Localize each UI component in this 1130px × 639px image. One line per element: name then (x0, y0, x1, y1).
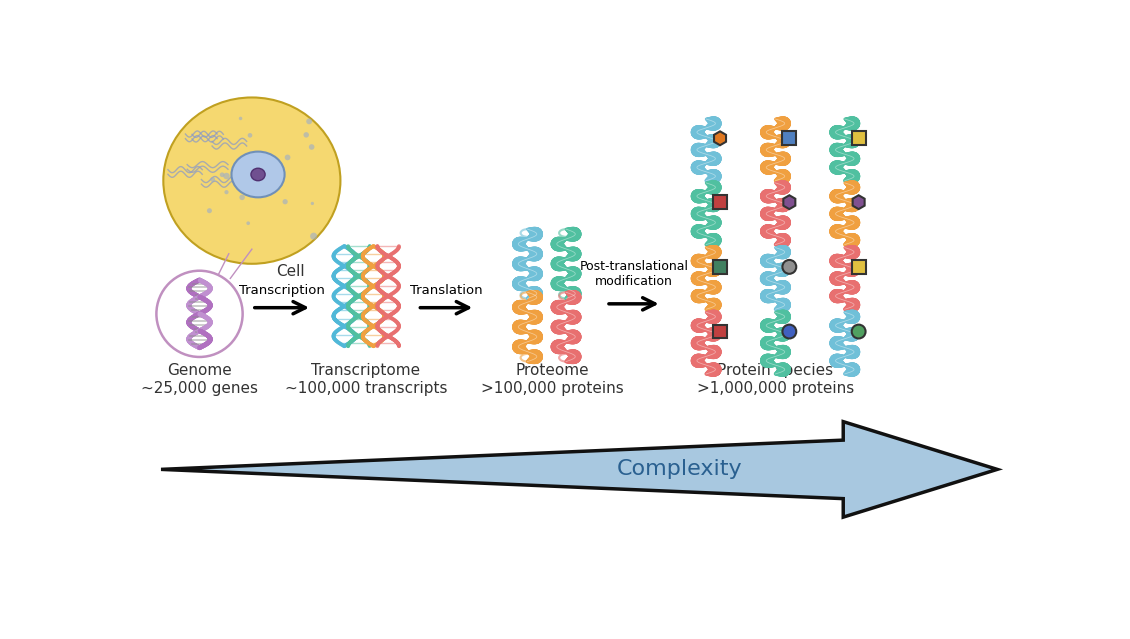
Circle shape (210, 177, 215, 182)
Circle shape (308, 144, 314, 150)
Circle shape (219, 173, 225, 177)
Text: Translation: Translation (410, 284, 483, 297)
Circle shape (782, 325, 797, 339)
Text: Transcriptome
~100,000 transcripts: Transcriptome ~100,000 transcripts (285, 363, 447, 396)
Circle shape (156, 271, 243, 357)
Circle shape (782, 260, 797, 273)
Text: Post-translational
modification: Post-translational modification (580, 261, 688, 288)
Ellipse shape (232, 151, 285, 197)
Circle shape (304, 132, 308, 137)
Polygon shape (853, 196, 864, 209)
Circle shape (240, 195, 245, 200)
Circle shape (277, 181, 282, 187)
Bar (782, 132, 797, 145)
Bar (713, 196, 727, 209)
Circle shape (224, 173, 229, 180)
Circle shape (285, 155, 290, 160)
Circle shape (306, 118, 312, 125)
Text: Cell: Cell (276, 264, 305, 279)
Bar (713, 260, 727, 273)
Polygon shape (783, 196, 796, 209)
Circle shape (310, 233, 318, 240)
Bar (852, 260, 866, 273)
Circle shape (247, 133, 252, 137)
Circle shape (238, 117, 242, 120)
Polygon shape (714, 132, 727, 145)
Circle shape (245, 160, 252, 167)
Circle shape (282, 199, 288, 204)
Circle shape (311, 202, 314, 205)
Text: Protein species
>1,000,000 proteins: Protein species >1,000,000 proteins (697, 363, 854, 396)
Circle shape (207, 208, 212, 213)
Circle shape (246, 221, 250, 225)
Circle shape (270, 162, 276, 167)
Bar (852, 132, 866, 145)
Ellipse shape (251, 168, 266, 181)
Text: Proteome
>100,000 proteins: Proteome >100,000 proteins (480, 363, 624, 396)
Text: Complexity: Complexity (617, 459, 742, 479)
Circle shape (852, 325, 866, 339)
Text: Transcription: Transcription (238, 284, 324, 297)
Text: Genome
~25,000 genes: Genome ~25,000 genes (141, 363, 258, 396)
Circle shape (225, 190, 228, 194)
Circle shape (277, 166, 285, 173)
Bar (713, 325, 727, 339)
Polygon shape (160, 422, 998, 517)
Ellipse shape (164, 98, 340, 264)
